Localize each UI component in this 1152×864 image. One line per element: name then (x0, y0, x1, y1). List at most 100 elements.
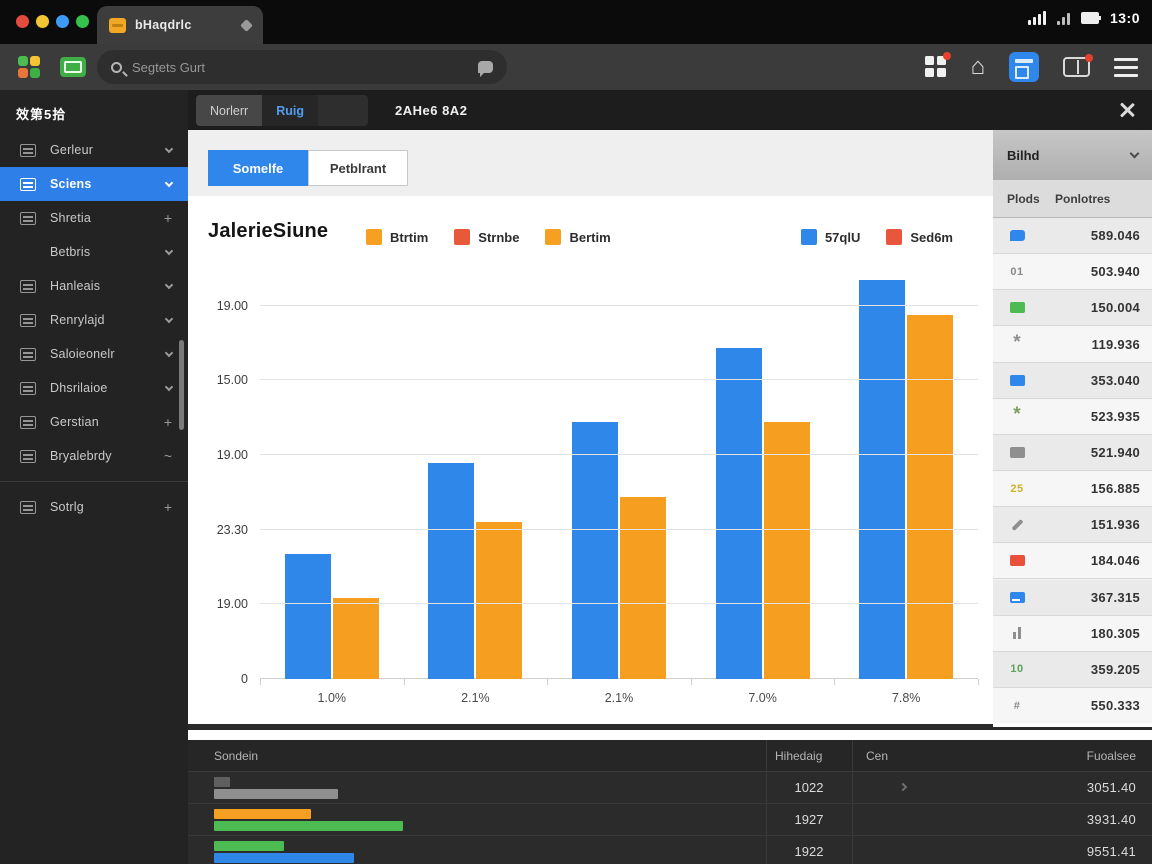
mini-chart-icon (1013, 627, 1021, 640)
person-icon (20, 381, 36, 395)
tab-overview-button[interactable] (56, 15, 69, 28)
chevron-down-icon[interactable] (164, 246, 174, 255)
x-axis-tick-label: 2.1% (604, 691, 634, 705)
sidebar-item-gerleur[interactable]: Gerleur (0, 133, 188, 167)
bar-Sed6m[interactable] (476, 522, 523, 679)
voice-search-icon[interactable] (478, 61, 493, 77)
sidebar-item-betbris[interactable]: Betbris (0, 235, 188, 269)
bar-57qlU[interactable] (284, 553, 331, 679)
bar-Sed6m[interactable] (763, 422, 810, 679)
expand-plus-icon[interactable]: + (163, 414, 172, 430)
close-window-button[interactable] (16, 15, 29, 28)
bottom-table-row[interactable]: 1927 3931.40 (188, 804, 1152, 836)
sidebar-item-bryalebrdy[interactable]: Bryalebrdy ~ (0, 439, 188, 473)
chevron-down-icon (1129, 148, 1140, 158)
bar-57qlU[interactable] (571, 422, 618, 679)
sidebar-item-saloieonelr[interactable]: Saloieonelr (0, 337, 188, 371)
column-header: Hihedaig (775, 749, 823, 763)
reader-view-icon[interactable] (60, 57, 86, 77)
right-panel-row[interactable]: 589.046 (993, 218, 1152, 255)
bar-57qlU[interactable] (859, 280, 906, 679)
right-panel-row[interactable]: 150.004 (993, 290, 1152, 327)
gridline (260, 304, 978, 306)
toggle-somelfe[interactable]: Somelfe (208, 150, 308, 186)
bar-Sed6m[interactable] (619, 496, 666, 679)
right-panel-row[interactable]: 184.046 (993, 543, 1152, 580)
right-panel-row[interactable]: 521.940 (993, 434, 1152, 472)
sidebar-scrollbar[interactable] (179, 340, 184, 430)
right-panel-row[interactable]: 25 156.885 (993, 471, 1152, 508)
sidebar-item-sciens[interactable]: Sciens (0, 167, 188, 201)
legend-item: Btrtim (366, 229, 428, 245)
right-panel-row[interactable]: * 523.935 (993, 398, 1152, 435)
sidebar-item-hanleais[interactable]: Hanleais (0, 269, 188, 303)
right-panel-row[interactable]: * 119.936 (993, 326, 1152, 363)
tab-norlerr[interactable]: Norlerr (196, 95, 263, 126)
bar-Sed6m[interactable] (907, 314, 954, 679)
notification-dot (1085, 54, 1093, 62)
sidebar-item-dhsrilaioe[interactable]: Dhsrilaioe (0, 371, 188, 405)
chevron-down-icon[interactable] (164, 280, 174, 289)
bar-57qlU[interactable] (715, 347, 762, 679)
sidebar-item-gerstian[interactable]: Gerstian + (0, 405, 188, 439)
x-axis-tick (690, 679, 692, 685)
bar-57qlU[interactable] (428, 462, 475, 679)
tab-ruig[interactable]: Ruig (262, 95, 318, 126)
search-input[interactable] (132, 59, 468, 75)
bar-Sed6m[interactable] (332, 598, 379, 679)
bottom-table-row[interactable]: 1022 3051.40 (188, 772, 1152, 804)
search-bar[interactable] (97, 50, 507, 84)
collapse-icon[interactable]: ~ (163, 448, 172, 464)
active-window-icon[interactable] (1009, 52, 1039, 82)
browser-tab[interactable]: bHaqdrlc (97, 6, 263, 44)
chevron-down-icon[interactable] (164, 178, 174, 187)
right-panel-row[interactable]: 10 359.205 (993, 651, 1152, 688)
search-icon (111, 61, 122, 73)
bottom-table: Sondein Hihedaig Cen Fuoalsee 1022 3051.4… (188, 740, 1152, 864)
right-panel-row[interactable]: 01 503.940 (993, 254, 1152, 291)
app-logo-icon[interactable] (18, 56, 40, 78)
right-panel-row[interactable]: #550.333 (993, 687, 1152, 723)
toggle-petblrant[interactable]: Petblrant (308, 150, 408, 186)
right-panel-row[interactable]: 367.315 (993, 579, 1152, 616)
new-tab-icon[interactable] (240, 18, 253, 32)
legend-item: Strnbe (454, 229, 519, 245)
row-icon-cell (993, 555, 1041, 567)
row-value: 156.885 (1090, 481, 1140, 497)
chevron-down-icon[interactable] (164, 314, 174, 323)
chevron-down-icon[interactable] (164, 348, 174, 357)
document-icon (20, 279, 36, 293)
home-icon[interactable]: ⌂ (970, 53, 986, 80)
page-tabbar: Norlerr Ruig 2AHe6 8A2 (188, 90, 1152, 130)
close-icon[interactable] (1118, 101, 1136, 119)
chart-card: Somelfe Petblrant JalerieSiune Btrtim Strn… (188, 130, 993, 727)
grid-icon (20, 500, 36, 514)
expand-plus-icon[interactable]: + (163, 499, 172, 515)
chevron-down-icon[interactable] (164, 382, 174, 391)
row-amount: 3931.40 (1086, 812, 1136, 827)
chevron-right-icon[interactable] (898, 782, 908, 792)
sidebar-item-renrylajd[interactable]: Renrylajd (0, 303, 188, 337)
reading-list-icon[interactable] (1063, 54, 1093, 77)
progress-bars (214, 841, 754, 863)
row-amount: 3051.40 (1086, 780, 1136, 795)
sidebar-item-label: Sciens (50, 177, 92, 191)
right-panel-row[interactable]: 151.936 (993, 507, 1152, 544)
apps-grid-icon[interactable] (924, 52, 951, 78)
expand-plus-icon[interactable]: + (163, 210, 172, 226)
legend-item: Sed6m (886, 229, 953, 245)
sidebar-item-shretia[interactable]: Shretia + (0, 201, 188, 235)
bar-group (859, 261, 954, 679)
menu-icon[interactable] (1114, 57, 1138, 77)
sidebar-item-sotrlg[interactable]: Sotrlg + (0, 490, 188, 524)
chart-title: JalerieSiune (208, 220, 329, 242)
right-panel-row[interactable]: 180.305 (993, 615, 1152, 652)
right-panel-row[interactable]: 353.040 (993, 362, 1152, 399)
minimize-window-button[interactable] (36, 15, 49, 28)
chevron-down-icon[interactable] (164, 144, 174, 153)
window-controls (16, 15, 89, 28)
right-panel-dropdown[interactable]: Bilhd (993, 130, 1152, 180)
bottom-table-row[interactable]: 1922 9551.41 (188, 836, 1152, 864)
fullscreen-window-button[interactable] (76, 15, 89, 28)
list-icon (20, 177, 36, 191)
